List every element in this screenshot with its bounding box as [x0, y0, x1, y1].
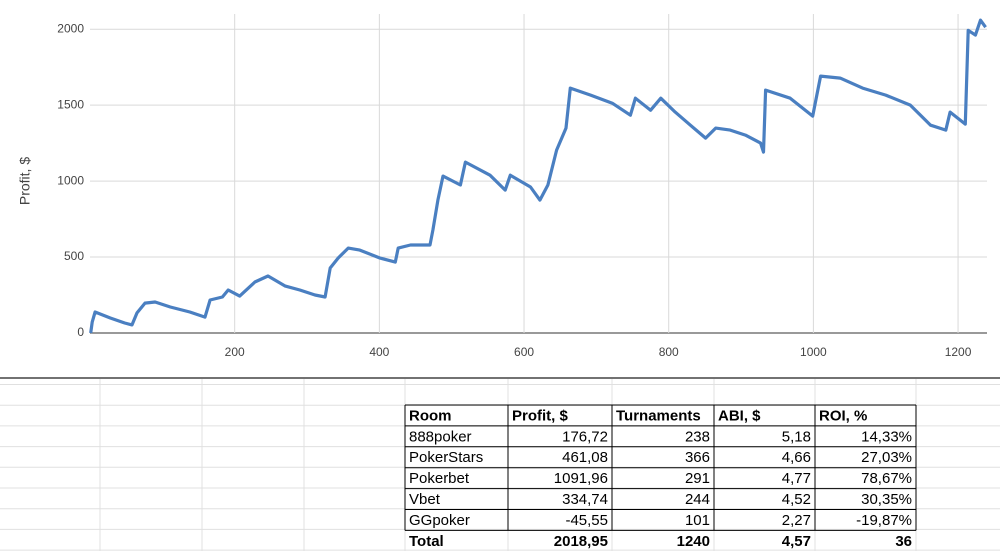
table-header-cell: Profit, $ [512, 407, 568, 424]
x-tick-label: 800 [659, 345, 679, 359]
table-cell: 27,03% [861, 449, 912, 466]
table-header-cell: ROI, % [819, 407, 867, 424]
table-cell: 101 [685, 512, 710, 529]
table-cell: Total [409, 533, 444, 550]
x-tick-label: 400 [369, 345, 389, 359]
table-cell: -45,55 [565, 512, 608, 529]
table-cell: 291 [685, 470, 710, 487]
table-cell: -19,87% [856, 512, 912, 529]
table-cell: 334,74 [562, 491, 608, 508]
table-cell: 176,72 [562, 428, 608, 445]
table-cell: 1091,96 [554, 470, 608, 487]
x-tick-label: 1200 [945, 345, 972, 359]
table-cell: 366 [685, 449, 710, 466]
table-cell: 888poker [409, 428, 472, 445]
table-cell: 4,52 [782, 491, 811, 508]
table-header-cell: Room [409, 407, 452, 424]
table-cell: Vbet [409, 491, 441, 508]
table-cell: 4,57 [782, 533, 811, 550]
table-cell: 238 [685, 428, 710, 445]
table-cell: 14,33% [861, 428, 912, 445]
x-tick-label: 600 [514, 345, 534, 359]
table-cell: 5,18 [782, 428, 811, 445]
profit-line [89, 18, 987, 334]
table-cell: 36 [895, 533, 912, 550]
table-cell: PokerStars [409, 449, 483, 466]
table-cell: 78,67% [861, 470, 912, 487]
y-axis-label: Profit, $ [17, 157, 33, 205]
y-tick-label: 2000 [57, 21, 84, 35]
table-cell: 30,35% [861, 491, 912, 508]
y-tick-label: 500 [64, 249, 84, 263]
table-cell: 2,27 [782, 512, 811, 529]
table-cell: 2018,95 [554, 533, 608, 550]
y-tick-label: 1000 [57, 173, 84, 187]
table-cell: 461,08 [562, 449, 608, 466]
table-cell: GGpoker [409, 512, 470, 529]
table-header-cell: Turnaments [616, 407, 701, 424]
y-tick-label: 0 [77, 325, 84, 339]
table-cell: 1240 [677, 533, 710, 550]
table-header-cell: ABI, $ [718, 407, 761, 424]
table-cell: 244 [685, 491, 710, 508]
x-tick-label: 200 [225, 345, 245, 359]
y-tick-label: 1500 [57, 97, 84, 111]
table-cell: Pokerbet [409, 470, 470, 487]
table-cell: 4,77 [782, 470, 811, 487]
x-tick-label: 1000 [800, 345, 827, 359]
table-cell: 4,66 [782, 449, 811, 466]
